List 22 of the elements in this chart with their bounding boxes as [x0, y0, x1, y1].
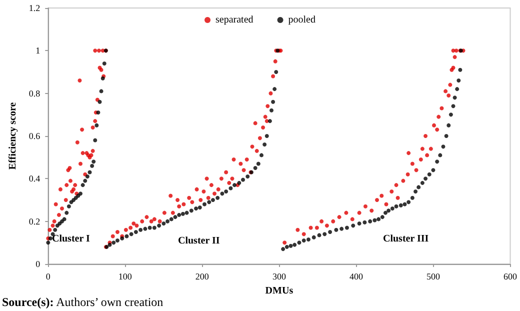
annotation: Cluster II [178, 236, 220, 246]
x-tick-label: 0 [46, 272, 51, 282]
x-tick-label: 200 [195, 272, 210, 282]
annotation: Cluster I [52, 234, 90, 244]
y-tick-label: 1 [36, 46, 40, 56]
y-tick-label: 0.2 [28, 216, 40, 226]
y-axis-title: Efficiency score [8, 102, 18, 170]
x-tick-label: 600 [504, 272, 518, 282]
x-tick-label: 100 [118, 272, 132, 282]
x-axis-title: DMUs [265, 285, 294, 296]
annotation: Cluster III [383, 234, 429, 244]
y-tick-label: 0.4 [28, 174, 41, 184]
source-note: Source(s): Authors’ own creation [2, 295, 164, 309]
legend-label: separated [216, 14, 254, 26]
y-tick-label: 0.6 [28, 131, 41, 141]
x-tick-label: 400 [349, 272, 364, 282]
y-tick-label: 1.2 [28, 3, 40, 13]
y-tick-label: 0.8 [28, 88, 41, 98]
x-tick-label: 300 [272, 272, 286, 282]
y-tick-label: 0 [36, 259, 41, 269]
x-tick-label: 500 [426, 272, 440, 282]
legend-label: pooled [288, 14, 316, 26]
